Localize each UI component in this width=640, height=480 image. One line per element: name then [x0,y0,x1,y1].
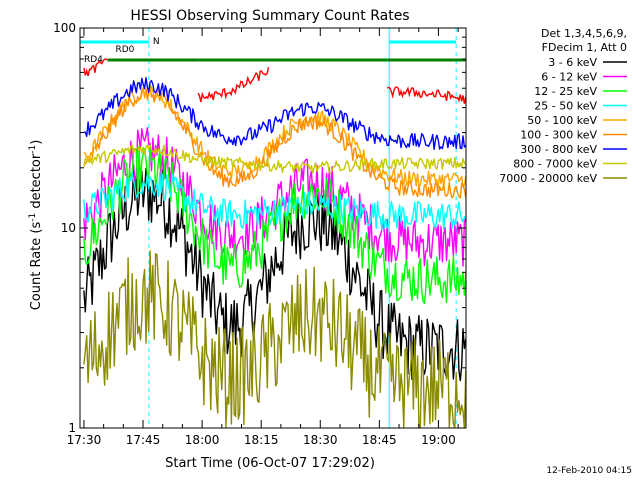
y-tick-label-0: 1 [68,421,76,435]
y-tick-label-1: 10 [61,221,76,235]
series-line-6 [83,76,466,151]
legend-label-1: 6 - 12 keV [541,71,597,84]
footer-date: 12-Feb-2010 04:15 [546,466,632,476]
series-group [80,28,466,428]
series-line-3 [83,171,466,231]
series-line-0 [83,165,466,382]
red-trace-2 [386,86,466,104]
x-tick-label-6: 19:00 [421,433,456,447]
y-tick-label-2: 100 [53,21,76,35]
legend-label-6: 300 - 800 keV [520,143,597,156]
x-tick-label-0: 17:30 [67,433,102,447]
series-line-8 [83,250,466,428]
legend-label-3: 25 - 50 keV [534,100,597,113]
series-line-7 [83,144,466,174]
series-line-5 [83,85,466,199]
annotation-label-rd0: RD0 [115,45,134,55]
plot-layer: N RD0 RD4 [80,28,466,428]
legend-label-2: 12 - 25 keV [534,85,597,98]
legend-label-4: 50 - 100 keV [527,114,597,127]
legend-label-0: 3 - 6 keV [548,56,597,69]
red-trace-0 [83,58,108,77]
axes: 1 10 100 17:30 17:45 18:00 18:15 18:30 18:45 19:0… [53,21,467,447]
chart-title: HESSI Observing Summary Count Rates [130,8,409,24]
x-tick-label-4: 18:30 [303,433,338,447]
annotation-label-n: N [153,37,160,47]
legend-label-8: 7000 - 20000 keV [499,172,597,185]
red-trace-1 [197,67,270,103]
legend-label-5: 100 - 300 keV [520,129,597,142]
x-tick-label-2: 18:00 [185,433,220,447]
x-axis-label: Start Time (06-Oct-07 17:29:02) [165,456,375,471]
legend-header-line-1: Det 1,3,4,5,6,9, [541,27,627,40]
y-axis-label: Count Rate (s-1 detector-1) [28,140,44,311]
x-tick-label-3: 18:15 [244,433,279,447]
x-tick-label-1: 17:45 [126,433,161,447]
legend-header-line-2: FDecim 1, Att 0 [542,41,627,54]
legend-label-7: 800 - 7000 keV [513,158,597,171]
annotation-label-rd4: RD4 [84,55,103,65]
x-tick-label-5: 18:45 [362,433,397,447]
